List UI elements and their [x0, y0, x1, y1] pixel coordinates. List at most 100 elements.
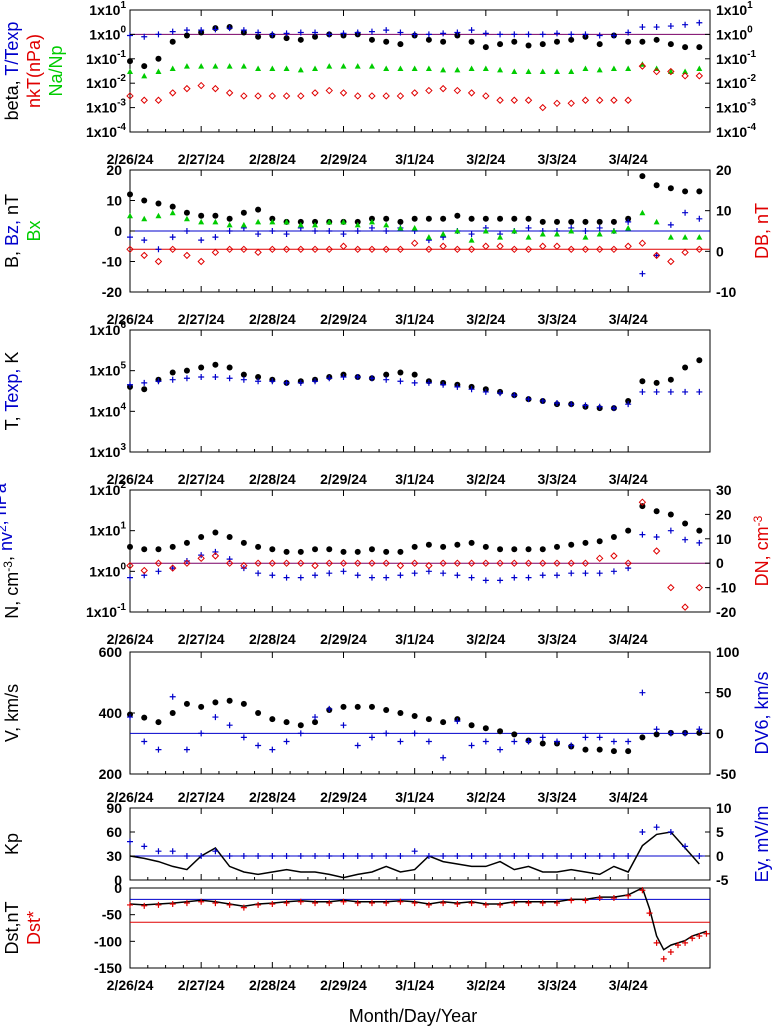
panel-4-left-label: N, cm-3, nv2, nPa — [0, 482, 22, 618]
panel-1-left-label-2-part: nkT(nPa) — [24, 34, 44, 108]
panel-3-point — [198, 364, 205, 371]
panel-1-point — [268, 92, 277, 100]
panel-1-point — [354, 29, 361, 36]
panel-1-point — [183, 27, 190, 34]
panel-3-point — [653, 379, 660, 386]
panel-4-left-label-part: N, cm — [2, 572, 22, 619]
panel-6-point — [553, 853, 560, 859]
panel-2-point — [368, 218, 375, 225]
panel-1-left-tick-exponent: 0 — [120, 24, 126, 35]
panel-4-point — [211, 552, 220, 560]
panel-1-left-label-part: beta, — [2, 80, 22, 120]
panel-1-left-tick-label: 1x10-3 — [86, 98, 126, 116]
panel-4-point — [325, 559, 333, 567]
panel-1-point — [198, 27, 205, 34]
panel-4-point — [283, 548, 290, 555]
panel-2-point — [141, 237, 148, 244]
panel-1-point — [212, 63, 219, 69]
panel-2-right-tick-label: -10 — [716, 284, 736, 300]
panel-3-point — [411, 379, 418, 386]
panel-2 — [126, 169, 711, 293]
panel-4-left-tick-exponent: 2 — [120, 480, 126, 491]
panel-7-date-label: 3/2/24 — [466, 977, 505, 993]
panel-7-point — [440, 900, 447, 907]
panel-5-point — [198, 730, 205, 737]
panel-1-point — [383, 65, 390, 72]
panel-4-point — [582, 539, 589, 546]
panel-3-point — [539, 397, 546, 404]
panel-2-point — [425, 245, 433, 254]
panel-1-point — [639, 24, 646, 31]
panel-4-left-tick-exponent: 1 — [120, 521, 126, 532]
panel-1-point — [240, 92, 248, 100]
panel-4-point — [368, 546, 375, 553]
panel-1-point — [667, 41, 674, 48]
panel-1-right-tick-exponent: -4 — [747, 122, 756, 133]
panel-5-point — [525, 738, 532, 745]
panel-6-point — [468, 853, 475, 859]
x-axis-title: Month/Day/Year — [349, 1006, 477, 1026]
panel-6-point — [539, 853, 546, 859]
panel-1-point — [539, 41, 546, 48]
panel-1-point — [212, 26, 219, 33]
panel-4-point — [411, 570, 418, 577]
panel-4-date-label: 3/4/24 — [609, 631, 648, 647]
panel-1-point — [425, 36, 432, 43]
panel-5-point — [625, 748, 632, 755]
panel-6-point — [169, 848, 176, 855]
panel-2-left-label-2: Bx — [24, 220, 44, 241]
panel-2-point — [269, 215, 276, 222]
panel-2-point — [525, 224, 532, 231]
panel-5-point — [454, 718, 461, 725]
panel-1-point — [183, 63, 190, 69]
panel-2-point — [610, 218, 617, 225]
panel-1-point — [467, 89, 476, 97]
panel-4-point — [127, 574, 133, 581]
panel-1-left-tick-exponent: -2 — [117, 73, 126, 84]
panel-1-point — [652, 67, 661, 76]
panel-5-point — [155, 719, 162, 726]
panel-4-point — [269, 572, 276, 579]
panel-2-point — [425, 234, 432, 240]
panel-7 — [127, 886, 711, 969]
panel-4-point — [682, 536, 689, 543]
panel-3-left-tick-label: 1x105 — [89, 361, 126, 379]
panel-4-point — [141, 546, 148, 553]
panel-4-date-label: 2/26/24 — [107, 631, 154, 647]
panel-7-point — [511, 900, 518, 907]
panel-5-point — [368, 703, 375, 710]
panel-4-right-series-0 — [126, 498, 704, 611]
panel-1-date-label: 2/27/24 — [178, 151, 225, 167]
panel-4-point — [368, 559, 376, 567]
panel-4-point — [497, 546, 504, 553]
panel-6-point — [682, 843, 689, 850]
panel-1-point — [539, 31, 546, 38]
panel-1-point — [440, 30, 447, 37]
panel-1-point — [411, 65, 418, 72]
panel-4-point — [140, 566, 148, 575]
panel-1-point — [454, 29, 461, 36]
panel-6-point — [454, 853, 461, 859]
panel-2-point — [198, 237, 205, 244]
panel-2-point — [595, 245, 604, 254]
panel-2-point — [368, 224, 375, 231]
panel-2-point — [268, 245, 277, 254]
panel-2-point — [625, 224, 632, 231]
panel-3-point — [212, 361, 219, 368]
panel-4-point — [497, 577, 504, 584]
panel-4-point — [397, 548, 404, 555]
panel-2-point — [582, 228, 589, 234]
panel-4-point — [468, 539, 475, 546]
panel-1-left-label-3-part: Na/Np — [46, 45, 66, 96]
panel-6-point — [511, 853, 518, 859]
panel-2-point — [511, 215, 518, 222]
panel-4-point — [383, 574, 390, 581]
panel-2-point — [354, 221, 361, 228]
panel-6-point — [639, 829, 646, 835]
panel-4-point — [368, 574, 375, 581]
panel-2-point — [212, 212, 219, 219]
panel-4-point — [354, 559, 362, 567]
panel-3-point — [340, 373, 347, 380]
panel-2-point — [681, 248, 689, 257]
panel-1-point — [553, 68, 560, 75]
